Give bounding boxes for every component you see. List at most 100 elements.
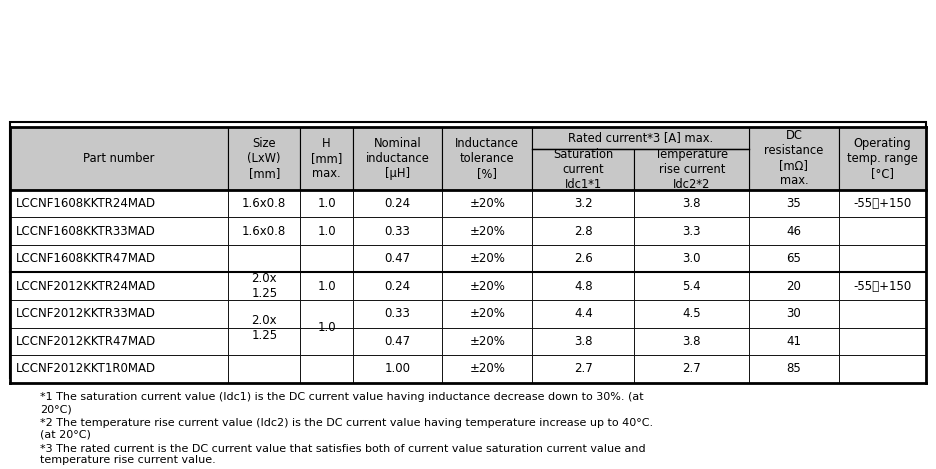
Bar bbox=[839, 272, 926, 300]
Bar bbox=[300, 355, 353, 383]
Text: 35: 35 bbox=[786, 197, 801, 210]
Text: 1.6x0.8: 1.6x0.8 bbox=[242, 225, 286, 238]
Text: LCCNF2012KKT1R0MAD: LCCNF2012KKT1R0MAD bbox=[16, 363, 156, 375]
Bar bbox=[533, 300, 635, 327]
Bar bbox=[10, 355, 228, 383]
Text: 0.47: 0.47 bbox=[385, 335, 411, 348]
Bar bbox=[228, 127, 300, 190]
Bar bbox=[635, 300, 749, 327]
Text: 2.0x
1.25: 2.0x 1.25 bbox=[251, 313, 277, 341]
Text: 46: 46 bbox=[786, 225, 801, 238]
Bar bbox=[228, 245, 300, 272]
Bar bbox=[228, 190, 300, 217]
Text: 4.5: 4.5 bbox=[682, 307, 701, 320]
Text: Size
(LxW)
[mm]: Size (LxW) [mm] bbox=[247, 137, 281, 180]
Bar bbox=[443, 217, 533, 245]
Bar bbox=[635, 217, 749, 245]
Bar bbox=[635, 245, 749, 272]
Bar bbox=[749, 127, 839, 190]
Bar bbox=[533, 217, 635, 245]
Text: 3.8: 3.8 bbox=[682, 335, 701, 348]
Bar bbox=[749, 300, 839, 327]
Bar bbox=[533, 327, 635, 355]
Bar bbox=[749, 355, 839, 383]
Text: 20: 20 bbox=[786, 280, 801, 293]
Bar bbox=[839, 327, 926, 355]
Text: 0.24: 0.24 bbox=[385, 280, 411, 293]
Text: ±20%: ±20% bbox=[469, 335, 505, 348]
Bar bbox=[635, 327, 749, 355]
Text: ±20%: ±20% bbox=[469, 252, 505, 265]
Text: 0.33: 0.33 bbox=[385, 307, 411, 320]
Bar bbox=[300, 300, 353, 327]
Bar bbox=[443, 127, 533, 190]
Text: 1.6x0.8: 1.6x0.8 bbox=[242, 197, 286, 210]
Text: 1.0: 1.0 bbox=[317, 280, 336, 293]
Text: ±20%: ±20% bbox=[469, 197, 505, 210]
Text: 3.2: 3.2 bbox=[574, 197, 592, 210]
Bar bbox=[839, 355, 926, 383]
Text: Temperature
rise current
Idc2*2: Temperature rise current Idc2*2 bbox=[655, 148, 728, 191]
Bar bbox=[10, 327, 228, 355]
Bar bbox=[749, 190, 839, 217]
Bar bbox=[443, 272, 533, 300]
Text: 1.0: 1.0 bbox=[317, 225, 336, 238]
Text: H
[mm]
max.: H [mm] max. bbox=[311, 137, 343, 180]
Text: ±20%: ±20% bbox=[469, 307, 505, 320]
Text: 0.33: 0.33 bbox=[385, 225, 411, 238]
Bar bbox=[443, 245, 533, 272]
Text: 3.3: 3.3 bbox=[682, 225, 701, 238]
Bar bbox=[839, 245, 926, 272]
Bar bbox=[533, 355, 635, 383]
Bar bbox=[300, 190, 353, 217]
Bar bbox=[635, 149, 749, 190]
Bar bbox=[443, 355, 533, 383]
Bar bbox=[353, 217, 443, 245]
Text: 2.0x
1.25: 2.0x 1.25 bbox=[251, 272, 277, 300]
Bar bbox=[228, 327, 300, 355]
Bar bbox=[228, 300, 300, 327]
Text: -55～+150: -55～+150 bbox=[854, 280, 912, 293]
Text: ±20%: ±20% bbox=[469, 225, 505, 238]
Text: *3 The rated current is the DC current value that satisfies both of current valu: *3 The rated current is the DC current v… bbox=[40, 444, 646, 465]
Bar bbox=[300, 272, 353, 300]
Text: ±20%: ±20% bbox=[469, 280, 505, 293]
Bar bbox=[839, 300, 926, 327]
Text: 2.8: 2.8 bbox=[574, 225, 592, 238]
Text: LCCNF1608KKTR24MAD: LCCNF1608KKTR24MAD bbox=[16, 197, 156, 210]
Bar bbox=[353, 355, 443, 383]
Bar bbox=[228, 272, 300, 300]
Bar bbox=[353, 245, 443, 272]
Bar bbox=[443, 190, 533, 217]
Text: 3.8: 3.8 bbox=[574, 335, 592, 348]
Bar bbox=[749, 217, 839, 245]
Bar bbox=[10, 127, 228, 190]
Bar bbox=[10, 190, 228, 217]
Bar bbox=[635, 272, 749, 300]
Text: 30: 30 bbox=[786, 307, 801, 320]
Bar bbox=[635, 355, 749, 383]
Text: 4.4: 4.4 bbox=[574, 307, 592, 320]
Text: LCCNF2012KKTR47MAD: LCCNF2012KKTR47MAD bbox=[16, 335, 156, 348]
Text: *2 The temperature rise current value (Idc2) is the DC current value having temp: *2 The temperature rise current value (I… bbox=[40, 418, 653, 439]
Text: Operating
temp. range
[°C]: Operating temp. range [°C] bbox=[847, 137, 918, 180]
Text: ±20%: ±20% bbox=[469, 363, 505, 375]
Bar bbox=[533, 149, 635, 190]
Text: 1.00: 1.00 bbox=[385, 363, 411, 375]
Bar bbox=[533, 272, 635, 300]
Text: 3.0: 3.0 bbox=[682, 252, 701, 265]
Text: 2.7: 2.7 bbox=[682, 363, 701, 375]
Text: 1.0: 1.0 bbox=[317, 321, 336, 334]
Bar bbox=[749, 272, 839, 300]
Bar bbox=[353, 327, 443, 355]
Bar bbox=[443, 300, 533, 327]
Bar bbox=[353, 127, 443, 190]
Text: 2.7: 2.7 bbox=[574, 363, 592, 375]
Bar bbox=[533, 127, 749, 149]
Text: LCCNF1608KKTR33MAD: LCCNF1608KKTR33MAD bbox=[16, 225, 156, 238]
Bar bbox=[353, 300, 443, 327]
Bar bbox=[533, 245, 635, 272]
Bar bbox=[839, 190, 926, 217]
Text: Rated current*3 [A] max.: Rated current*3 [A] max. bbox=[568, 131, 713, 144]
Text: 0.24: 0.24 bbox=[385, 197, 411, 210]
